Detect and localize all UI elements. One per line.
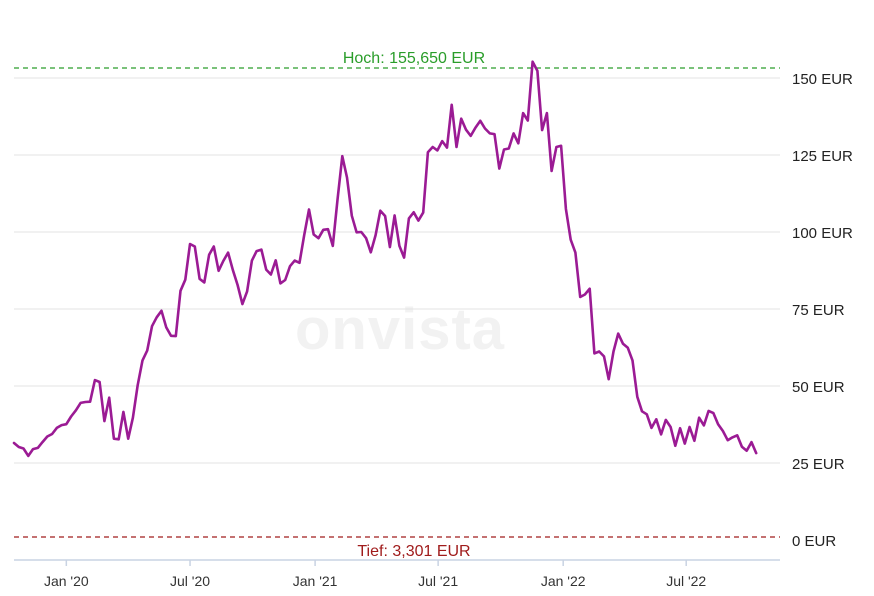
x-tick-label: Jul '22 <box>666 573 706 589</box>
y-tick-label: 100 EUR <box>792 225 853 242</box>
y-tick-label: 0 EUR <box>792 533 836 550</box>
y-axis-tick-labels: 0 EUR 25 EUR 50 EUR 75 EUR 100 EUR 125 EUR 150… <box>792 71 853 550</box>
x-axis-ticks: Jan '20 Jul '20 Jan '21 Jul '21 Jan '22 Jul '… <box>44 560 706 589</box>
price-series <box>12 60 758 458</box>
x-tick-label: Jan '20 <box>44 573 89 589</box>
x-tick-label: Jan '22 <box>541 573 586 589</box>
price-line <box>12 60 758 458</box>
y-tick-label: 50 EUR <box>792 379 845 396</box>
high-label: Hoch: 155,650 EUR <box>343 50 485 67</box>
gridlines <box>14 77 780 464</box>
y-tick-label: 125 EUR <box>792 148 853 165</box>
x-tick-label: Jul '20 <box>170 573 210 589</box>
y-tick-label: 150 EUR <box>792 71 853 88</box>
y-tick-label: 25 EUR <box>792 456 845 473</box>
x-tick-label: Jul '21 <box>418 573 458 589</box>
watermark-logo: onvista <box>295 297 505 362</box>
y-tick-label: 75 EUR <box>792 302 845 319</box>
x-tick-label: Jan '21 <box>293 573 338 589</box>
low-label: Tief: 3,301 EUR <box>357 543 470 560</box>
